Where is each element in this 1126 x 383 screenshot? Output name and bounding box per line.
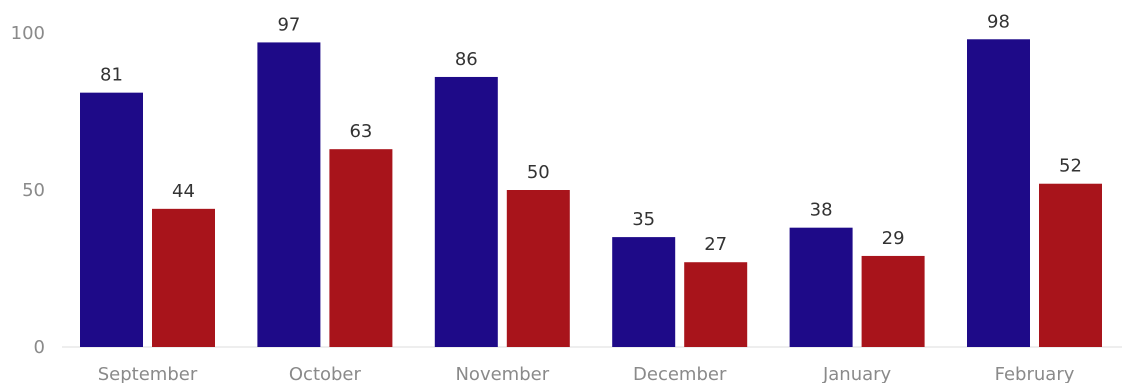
x-tick-label: October	[289, 364, 362, 383]
x-tick-label: February	[995, 364, 1075, 383]
bar-series-1	[967, 39, 1030, 347]
data-labels: 81 44 97 63 86 50 35 27 38 29 98 52	[100, 11, 1082, 255]
y-tick-label: 100	[11, 23, 45, 44]
bar-series-1	[80, 92, 143, 347]
bars	[80, 39, 1102, 348]
y-tick-label: 0	[34, 337, 45, 358]
bar-series-1	[612, 237, 676, 347]
bar-value-label: 50	[527, 162, 550, 183]
bar-value-label: 98	[987, 11, 1010, 32]
x-tick-label: November	[455, 364, 549, 383]
bar-value-label: 38	[810, 200, 833, 221]
bar-series-2	[329, 149, 393, 347]
bar-value-label: 63	[349, 121, 372, 142]
bar-series-2	[506, 190, 570, 347]
bar-series-1	[789, 227, 853, 347]
bar-value-label: 97	[277, 14, 300, 35]
bar-series-1	[434, 76, 498, 348]
bar-value-label: 52	[1059, 156, 1082, 177]
bar-value-label: 86	[455, 49, 478, 70]
x-axis: September October November December January F…	[98, 364, 1075, 383]
x-tick-label: September	[98, 364, 198, 383]
x-tick-label: December	[633, 364, 727, 383]
bar-series-2	[861, 255, 925, 347]
bar-value-label: 81	[100, 65, 123, 86]
bar-value-label: 44	[172, 181, 195, 202]
bar-value-label: 29	[882, 228, 905, 249]
bar-series-2	[684, 262, 748, 347]
y-axis: 0 50 100	[11, 23, 45, 358]
x-tick-label: January	[822, 364, 892, 383]
bar-value-label: 35	[632, 209, 655, 230]
bar-series-2	[152, 208, 215, 347]
bar-value-label: 27	[704, 234, 727, 255]
bar-series-1	[257, 42, 321, 348]
y-tick-label: 50	[22, 180, 45, 201]
bar-series-2	[1039, 183, 1102, 347]
